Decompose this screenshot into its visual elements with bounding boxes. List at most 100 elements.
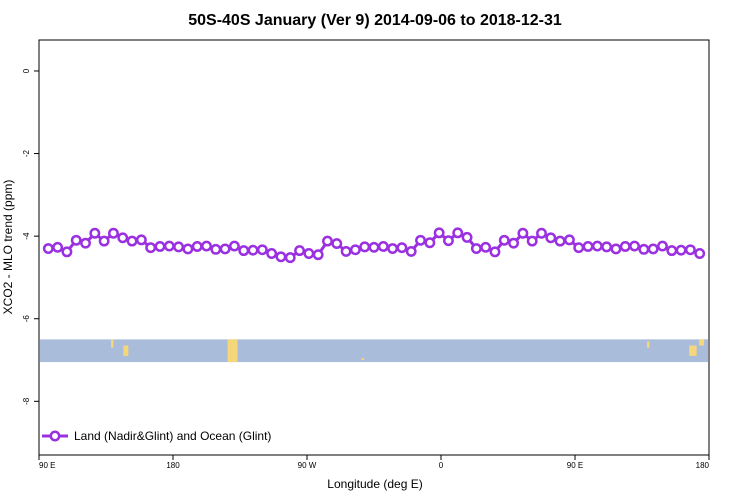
data-point — [480, 241, 492, 253]
data-point — [610, 243, 622, 255]
data-point — [694, 248, 706, 259]
data-point — [359, 241, 371, 253]
chart-title: 50S-40S January (Ver 9) 2014-09-06 to 20… — [188, 12, 562, 29]
data-point — [173, 241, 185, 253]
data-point — [415, 234, 426, 246]
land-patch — [110, 339, 114, 348]
data-point — [666, 245, 678, 257]
data-point — [591, 240, 603, 252]
land-patch — [699, 339, 705, 346]
x-axis: 90 E 180 90 W 0 90 E 180 — [38, 455, 710, 470]
data-point — [42, 243, 54, 254]
data-point — [284, 252, 296, 264]
data-point — [563, 234, 575, 246]
data-point — [675, 244, 687, 256]
land-patch — [646, 341, 650, 348]
data-point — [117, 232, 129, 244]
data-point — [377, 241, 389, 252]
legend-marker — [49, 430, 61, 442]
series-layer — [42, 227, 706, 264]
plot-frame — [38, 39, 710, 456]
land-patch — [689, 345, 697, 356]
x-tick-label: 90 E — [39, 461, 55, 470]
data-point — [163, 240, 175, 252]
data-point — [80, 237, 91, 249]
data-point — [219, 243, 231, 255]
data-point — [601, 241, 613, 253]
data-point — [489, 246, 501, 258]
data-point — [461, 231, 473, 243]
data-point — [470, 243, 482, 254]
data-point — [405, 245, 417, 257]
x-tick-label: 180 — [166, 461, 180, 470]
data-point — [424, 237, 436, 249]
data-point — [526, 235, 538, 247]
y-tick-label: 0 — [22, 68, 31, 73]
data-point — [247, 244, 259, 256]
data-point — [340, 245, 352, 257]
data-point — [182, 243, 194, 255]
data-point — [238, 245, 250, 257]
data-point — [368, 241, 380, 253]
data-point — [294, 245, 306, 257]
data-point — [573, 242, 585, 254]
data-point — [228, 240, 240, 252]
data-point — [545, 232, 557, 244]
land-patch — [232, 355, 236, 363]
data-point — [508, 237, 520, 249]
data-point — [619, 241, 631, 252]
y-tick-label: -4 — [22, 232, 31, 240]
data-point — [322, 235, 333, 247]
data-point — [275, 251, 287, 263]
x-tick-label: 180 — [696, 461, 710, 470]
data-point — [517, 227, 529, 239]
basemap-strip — [40, 339, 708, 363]
data-point — [684, 244, 696, 256]
data-point — [61, 246, 73, 258]
data-point — [154, 241, 166, 252]
data-point — [201, 240, 212, 252]
y-tick-label: -6 — [22, 315, 31, 323]
data-point — [536, 227, 547, 239]
data-point — [582, 241, 594, 252]
data-point — [191, 241, 203, 252]
y-axis-label: XCO2 - MLO trend (ppm) — [1, 180, 15, 315]
x-axis-label: Longitude (deg E) — [327, 477, 422, 491]
data-point — [396, 242, 408, 254]
x-tick-label: 90 W — [298, 461, 317, 470]
data-point — [629, 240, 641, 252]
data-point — [498, 234, 510, 246]
data-point — [433, 227, 445, 239]
data-point — [349, 244, 361, 256]
data-point — [256, 244, 268, 256]
x-tick-label: 90 E — [567, 461, 583, 470]
legend: Land (Nadir&Glint) and Ocean (Glint) — [42, 429, 271, 443]
y-tick-label: -2 — [22, 149, 31, 157]
data-point — [303, 248, 315, 259]
data-point — [107, 227, 119, 239]
y-tick-label: -8 — [22, 397, 31, 405]
data-point — [52, 241, 64, 253]
data-point — [331, 238, 343, 250]
data-point — [638, 243, 650, 255]
data-point — [210, 243, 222, 255]
data-point — [89, 227, 101, 239]
data-point — [145, 242, 157, 254]
x-tick-label: 0 — [439, 461, 444, 470]
data-point — [312, 249, 324, 261]
data-point — [657, 240, 668, 252]
ocean-band — [40, 339, 708, 363]
data-point — [387, 243, 399, 254]
legend-label: Land (Nadir&Glint) and Ocean (Glint) — [74, 429, 271, 443]
data-point — [126, 235, 138, 247]
data-point — [554, 235, 566, 247]
data-point — [135, 234, 147, 246]
y-axis: 0 -2 -4 -6 -8 — [22, 68, 39, 405]
data-point — [442, 235, 454, 247]
data-point — [98, 235, 110, 247]
land-patch — [361, 357, 365, 361]
land-patch — [123, 345, 129, 356]
land-patch — [227, 339, 238, 363]
data-point — [266, 248, 278, 259]
